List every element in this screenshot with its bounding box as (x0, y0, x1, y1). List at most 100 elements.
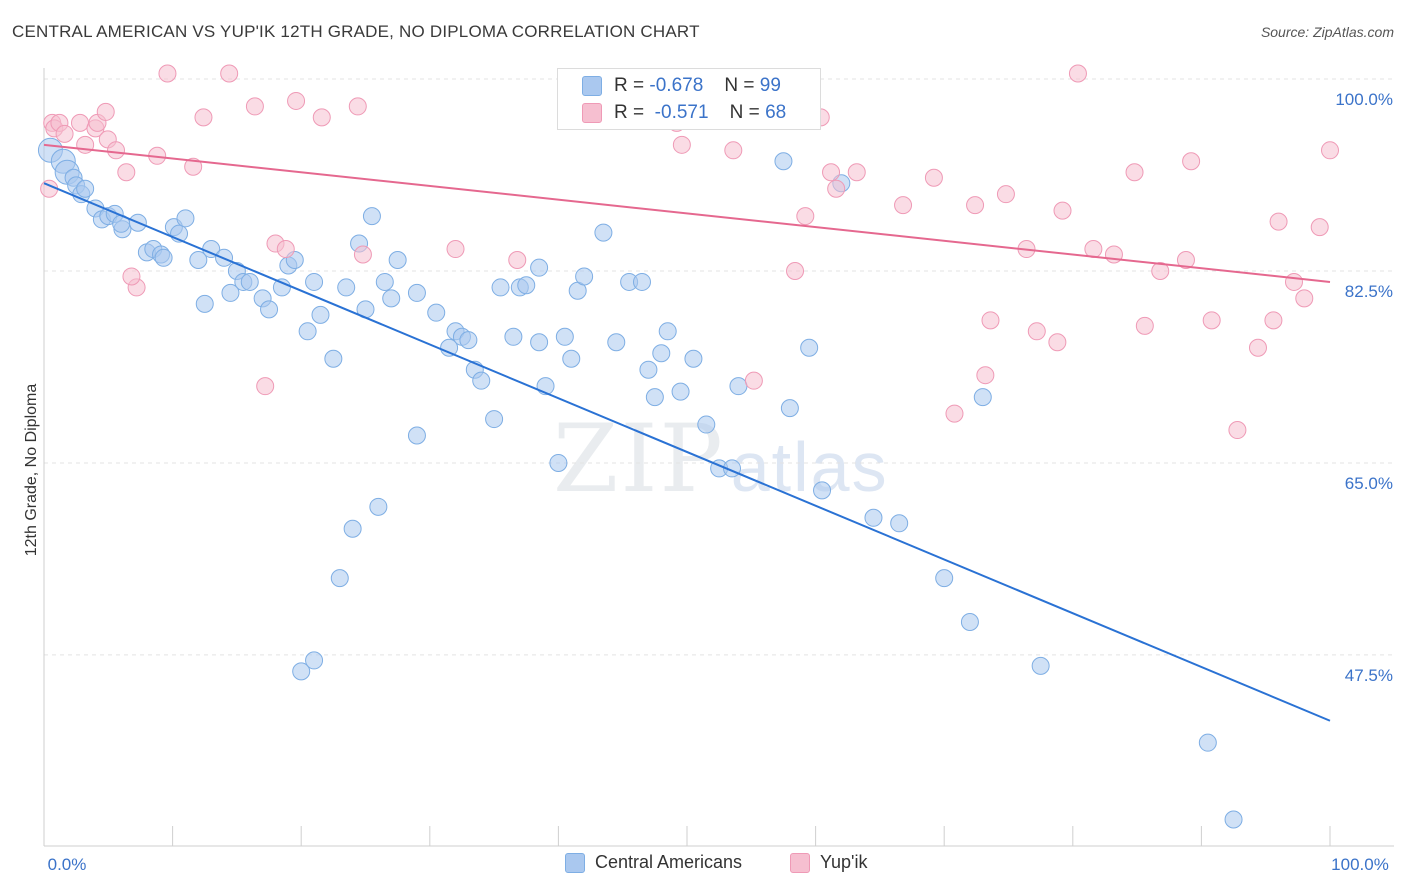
legend-n-value: 99 (759, 75, 781, 96)
data-point-yupik (220, 64, 239, 83)
data-point-yupik (822, 163, 841, 182)
data-point-central-americans (298, 322, 317, 341)
bottom-legend-central-americans: Central Americans (565, 852, 742, 873)
data-point-central-americans (260, 300, 279, 319)
data-point-central-americans (362, 207, 381, 226)
data-point-yupik (256, 377, 275, 396)
data-point-yupik (1048, 333, 1067, 352)
data-point-yupik (924, 168, 943, 187)
data-point-yupik (1027, 322, 1046, 341)
legend-r-label: R = (614, 102, 645, 123)
data-point-yupik (1248, 338, 1267, 357)
data-point-central-americans (459, 331, 478, 350)
data-point-central-americans (658, 322, 677, 341)
data-point-central-americans (555, 327, 574, 346)
y-tick-label: 65.0% (1345, 474, 1393, 493)
data-point-yupik (71, 113, 90, 132)
data-point-central-americans (305, 651, 324, 670)
bottom-legend-swatch-pink (790, 852, 810, 873)
data-point-central-americans (189, 251, 208, 270)
data-point-central-americans (382, 289, 401, 308)
data-point-central-americans (1031, 656, 1050, 675)
data-point-yupik (1264, 311, 1283, 330)
watermark: ZIPatlas (553, 405, 889, 514)
data-point-central-americans (973, 388, 992, 407)
y-tick-label: 47.5% (1345, 666, 1393, 685)
data-point-central-americans (407, 426, 426, 445)
data-point-yupik (446, 240, 465, 259)
data-point-yupik (276, 240, 295, 259)
legend-r-label: R = (614, 75, 645, 96)
data-point-yupik (1125, 163, 1144, 182)
data-point-central-americans (774, 152, 793, 171)
legend-n-label: N = (724, 75, 755, 96)
data-point-central-americans (472, 371, 491, 390)
data-point-central-americans (935, 569, 954, 588)
data-point-yupik (312, 108, 331, 127)
data-point-central-americans (864, 508, 883, 527)
data-point-central-americans (671, 382, 690, 401)
data-point-central-americans (324, 349, 343, 368)
axes (43, 68, 1394, 847)
legend-row-central-americans: R = -0.678 N = 99 (582, 73, 781, 99)
data-point-central-americans (960, 613, 979, 632)
y-tick-label: 100.0% (1335, 90, 1393, 109)
data-point-central-americans (639, 360, 658, 379)
data-point-central-americans (440, 338, 459, 357)
data-point-central-americans (652, 344, 671, 363)
data-point-yupik (1176, 251, 1195, 270)
legend-row-yupik: R = -0.571 N = 68 (582, 100, 786, 126)
data-point-central-americans (491, 278, 510, 297)
data-point-yupik (55, 124, 74, 143)
chart-title: CENTRAL AMERICAN VS YUP'IK 12TH GRADE, N… (12, 22, 700, 41)
data-point-central-americans (800, 338, 819, 357)
data-point-central-americans (813, 481, 832, 500)
data-point-yupik (1310, 218, 1329, 237)
series-central-americans (37, 137, 1243, 829)
data-point-central-americans (311, 305, 330, 324)
data-point-yupik (1295, 289, 1314, 308)
data-point-yupik (194, 108, 213, 127)
legend-swatch-blue (582, 76, 602, 96)
data-point-central-americans (562, 349, 581, 368)
data-point-central-americans (375, 272, 394, 291)
data-point-yupik (945, 404, 964, 423)
data-point-yupik (996, 185, 1015, 204)
data-point-yupik (184, 157, 203, 176)
data-point-central-americans (517, 276, 536, 295)
x-tick-label: 100.0% (1331, 855, 1389, 874)
legend-n-label: N = (729, 102, 760, 123)
watermark-zip: ZIP (553, 405, 725, 514)
data-point-central-americans (388, 251, 407, 270)
data-point-yupik (1084, 240, 1103, 259)
data-point-central-americans (549, 453, 568, 472)
data-point-central-americans (607, 333, 626, 352)
data-point-central-americans (780, 399, 799, 418)
data-point-yupik (1151, 261, 1170, 280)
bottom-legend-label: Yup'ik (820, 852, 868, 872)
data-point-central-americans (1224, 810, 1243, 829)
legend-r-value: -0.678 (649, 75, 704, 96)
data-point-yupik (1135, 316, 1154, 335)
data-point-central-americans (272, 278, 291, 297)
data-point-central-americans (195, 294, 214, 313)
data-point-central-americans (1198, 733, 1217, 752)
data-point-yupik (847, 163, 866, 182)
data-point-central-americans (530, 333, 549, 352)
data-point-yupik (245, 97, 264, 116)
data-point-yupik (96, 102, 115, 121)
data-point-yupik (508, 251, 527, 270)
data-point-central-americans (305, 272, 324, 291)
data-point-yupik (1068, 64, 1087, 83)
data-point-central-americans (504, 327, 523, 346)
data-point-central-americans (684, 349, 703, 368)
data-point-central-americans (330, 569, 349, 588)
data-point-central-americans (221, 283, 240, 302)
data-point-yupik (796, 207, 815, 226)
data-point-yupik (117, 163, 136, 182)
data-point-yupik (786, 261, 805, 280)
data-point-central-americans (343, 519, 362, 538)
data-point-central-americans (76, 179, 95, 198)
data-point-yupik (1182, 152, 1201, 171)
